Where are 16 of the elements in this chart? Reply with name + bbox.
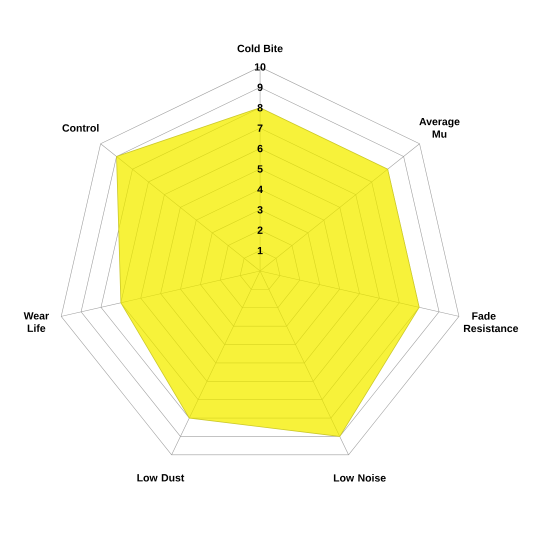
spoke-label: Low Noise bbox=[334, 474, 386, 482]
y-tick-label: 5 bbox=[258, 165, 263, 173]
spoke-label: Cold Bite bbox=[238, 44, 283, 52]
y-tick-label: 6 bbox=[258, 144, 263, 152]
spoke-label: Low Dust bbox=[137, 474, 184, 482]
y-tick-label: 2 bbox=[258, 226, 263, 234]
y-tick-label: 3 bbox=[257, 206, 263, 214]
y-tick-label: 1 bbox=[258, 246, 263, 254]
spoke-label: Average Mu bbox=[419, 118, 460, 138]
spoke-label: Wear Life bbox=[24, 312, 49, 332]
spoke-label: Fade Resistance bbox=[464, 312, 518, 332]
y-tick-label: 4 bbox=[257, 186, 263, 193]
y-tick-label: 9 bbox=[258, 84, 263, 92]
spoke-label: Control bbox=[62, 124, 99, 132]
y-tick-label: 7 bbox=[258, 124, 263, 132]
y-tick-label: 10 bbox=[254, 63, 266, 71]
